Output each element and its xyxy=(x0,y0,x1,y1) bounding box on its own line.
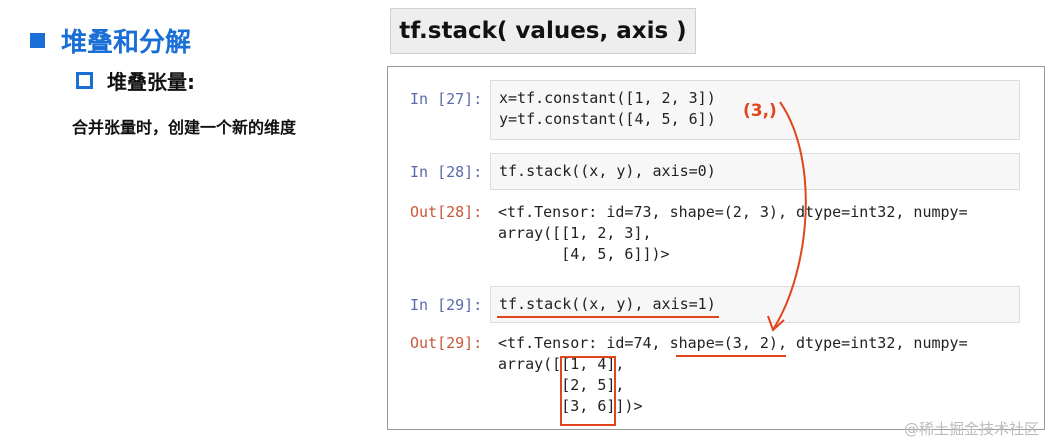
output-line: <tf.Tensor: id=73, shape=(2, 3), dtype=i… xyxy=(498,203,968,221)
output-line: [2, 5], xyxy=(498,376,625,394)
watermark: @稀土掘金技术社区 xyxy=(903,420,1039,438)
output-line: array([[1, 4], xyxy=(498,355,625,373)
in-prompt-29: In [29]: xyxy=(410,296,483,314)
section-heading: 堆叠和分解 xyxy=(30,22,191,59)
output-28: <tf.Tensor: id=73, shape=(2, 3), dtype=i… xyxy=(498,202,968,265)
code-cell-28[interactable]: tf.stack((x, y), axis=0) xyxy=(490,153,1020,190)
annotation-arrow-icon xyxy=(767,101,807,332)
bullet-square-icon xyxy=(30,33,45,48)
code-line: tf.stack((x, y), axis=0) xyxy=(499,162,716,180)
heading-text: 堆叠和分解 xyxy=(61,28,192,58)
api-title: tf.stack( values, axis ) xyxy=(390,8,696,54)
subheading: 堆叠张量: xyxy=(76,66,195,95)
out-prompt-29: Out[29]: xyxy=(410,334,483,352)
output-line: <tf.Tensor: id=74, shape=(3, 2), dtype=i… xyxy=(498,334,968,352)
code-line: x=tf.constant([1, 2, 3]) xyxy=(499,89,716,107)
output-line: array([[1, 2, 3], xyxy=(498,224,652,242)
out-prompt-28: Out[28]: xyxy=(410,203,483,221)
code-underline xyxy=(497,316,719,318)
bullet-hollow-square-icon xyxy=(76,72,93,89)
code-line: y=tf.constant([4, 5, 6]) xyxy=(499,110,716,128)
description: 合并张量时，创建一个新的维度 xyxy=(72,118,297,137)
output-line: [4, 5, 6]])> xyxy=(498,245,670,263)
in-prompt-28: In [28]: xyxy=(410,163,483,181)
code-cell-27[interactable]: x=tf.constant([1, 2, 3]) y=tf.constant([4… xyxy=(490,80,1020,140)
code-line: tf.stack((x, y), axis=1) xyxy=(499,295,716,313)
output-29: <tf.Tensor: id=74, shape=(3, 2), dtype=i… xyxy=(498,333,968,417)
shape-annotation: (3,) xyxy=(743,101,777,121)
subheading-text: 堆叠张量: xyxy=(107,70,195,94)
result-highlight-box xyxy=(560,356,616,426)
output-line: [3, 6]])> xyxy=(498,397,643,415)
notebook-screenshot xyxy=(387,66,1045,430)
in-prompt-27: In [27]: xyxy=(410,90,483,108)
shape-underline xyxy=(676,355,786,357)
